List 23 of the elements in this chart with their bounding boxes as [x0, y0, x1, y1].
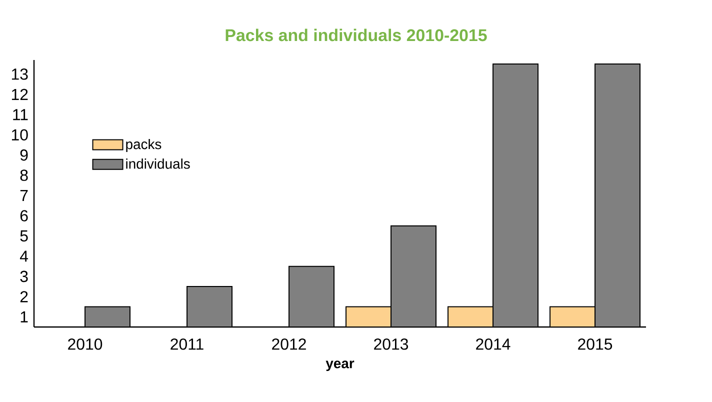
- y-tick-label: 1: [20, 311, 28, 322]
- y-tick-label: 8: [20, 170, 28, 181]
- y-tick-label: 12: [12, 88, 28, 100]
- y-tick-label: 5: [20, 230, 28, 242]
- x-axis-title: year: [326, 360, 354, 372]
- y-tick-label: 13: [12, 68, 28, 80]
- x-tick-label: 2013: [374, 338, 408, 350]
- y-tick-label: 6: [20, 210, 28, 222]
- chart-title: Packs and individuals 2010-2015: [226, 28, 487, 42]
- x-tick-label: 2015: [578, 338, 612, 350]
- x-tick-label: 2011: [170, 338, 204, 350]
- y-tick-label: 7: [20, 190, 28, 202]
- legend-label: packs: [126, 138, 162, 152]
- x-tick-label: 2012: [272, 338, 306, 350]
- legend-label: individuals: [126, 158, 190, 169]
- y-tick-label: 9: [20, 149, 28, 161]
- y-tick-label: 11: [13, 109, 28, 120]
- x-tick-label: 2010: [68, 338, 102, 350]
- y-tick-label: 2: [20, 291, 28, 302]
- y-tick-label: 3: [20, 270, 28, 282]
- y-tick-label: 10: [12, 129, 28, 140]
- y-tick-label: 4: [20, 250, 28, 262]
- x-tick-label: 2014: [476, 338, 510, 350]
